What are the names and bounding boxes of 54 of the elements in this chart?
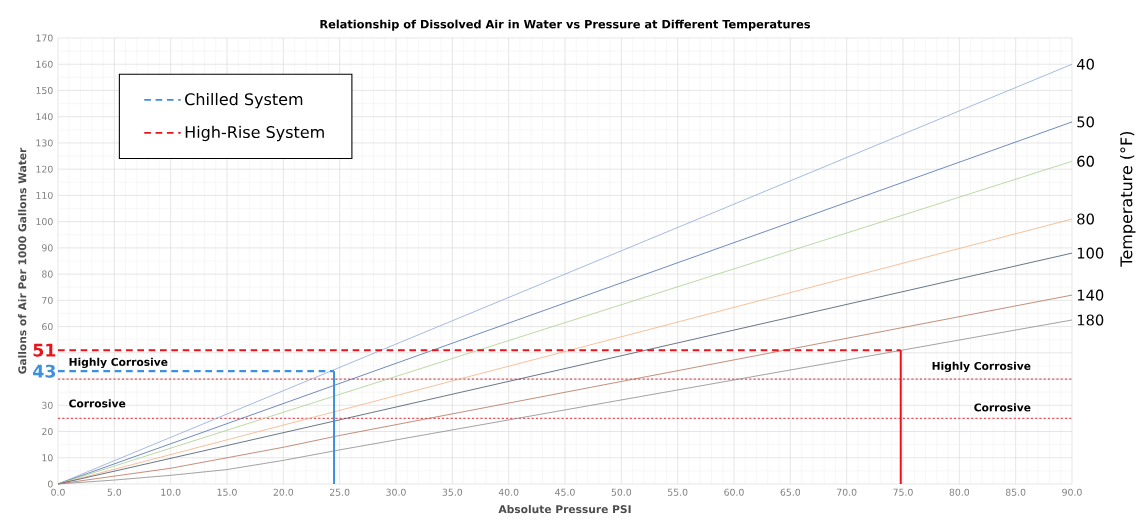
x-axis-title: Absolute Pressure PSI [498, 504, 631, 514]
series-label: 100 [1077, 247, 1104, 259]
x-tick-label: 25.0 [329, 488, 350, 496]
ref-line-label: Corrosive [974, 403, 1031, 412]
series-label: 140 [1077, 289, 1104, 301]
y-tick-label: 90 [42, 244, 53, 252]
x-tick-label: 10.0 [161, 488, 181, 496]
text: Highly Corrosive [69, 357, 168, 369]
y-tick-label: 80 [42, 270, 53, 278]
y-tick-label: 150 [36, 86, 53, 94]
y-tick-label: 10 [42, 454, 53, 462]
text: Corrosive [69, 399, 126, 408]
legend-label: Chilled System [185, 92, 303, 109]
y-tick-label: 100 [36, 218, 53, 226]
y-tick-label: 30 [42, 401, 53, 409]
series-label: 180 [1077, 314, 1104, 326]
x-tick-label: 85.0 [1005, 488, 1026, 496]
legend-label: High-Rise System [185, 125, 324, 142]
x-tick-label: 20.0 [273, 488, 294, 496]
data-label: 43 [33, 364, 56, 378]
y2-axis-title: Temperature (°F) [1120, 131, 1136, 267]
x-tick-label: 80.0 [949, 488, 970, 496]
y-tick-label: 130 [36, 139, 53, 147]
x-tick-label: 60.0 [724, 488, 744, 496]
y-tick-label: 140 [36, 113, 53, 121]
x-tick-label: 30.0 [386, 488, 406, 496]
data-label: 51 [33, 343, 56, 357]
x-tick-label: 65.0 [780, 488, 801, 496]
y-tick-label: 120 [36, 165, 53, 173]
y-tick-label: 20 [42, 428, 53, 436]
x-tick-label: 5.0 [107, 488, 122, 496]
ref-line-label: Highly Corrosive [932, 361, 1031, 373]
y-tick-label: 70 [42, 296, 53, 304]
series-label: 50 [1077, 116, 1094, 128]
series-label: 40 [1076, 58, 1094, 70]
x-tick-label: 70.0 [837, 488, 857, 496]
x-tick-label: 35.0 [442, 488, 463, 496]
series-label: 80 [1077, 213, 1094, 225]
y-tick-label: 60 [42, 323, 53, 331]
y-axis-title: Gallons of Air Per 1000 Gallons Water [18, 147, 27, 374]
x-tick-label: 0.0 [51, 488, 65, 496]
y-tick-label: 0 [47, 480, 53, 488]
x-tick-label: 90.0 [1062, 488, 1082, 496]
chart-title: Relationship of Dissolved Air in Water vs Pressure at Different Temperatures [320, 19, 811, 31]
y-tick-label: 170 [36, 34, 53, 42]
y-tick-label: 160 [36, 60, 53, 68]
series-label: 60 [1077, 155, 1094, 167]
x-tick-label: 55.0 [667, 488, 688, 496]
y-tick-label: 110 [36, 191, 53, 199]
x-tick-label: 15.0 [217, 488, 237, 496]
x-tick-label: 75.0 [893, 488, 913, 496]
x-tick-label: 50.0 [611, 488, 632, 496]
x-tick-label: 45.0 [555, 488, 575, 496]
x-tick-label: 40.0 [498, 488, 519, 496]
